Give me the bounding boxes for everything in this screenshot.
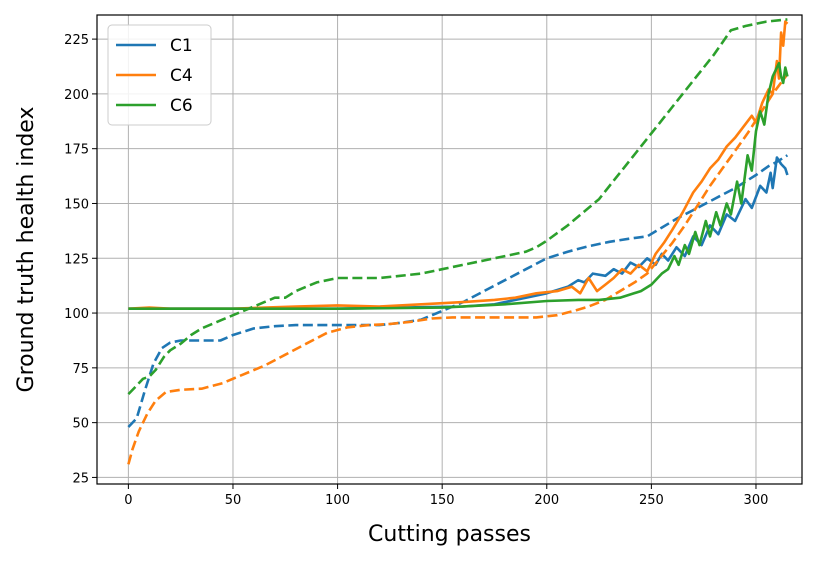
series-line-c1: [128, 156, 789, 310]
plot-series: [127, 18, 789, 465]
legend-box: [107, 24, 212, 126]
axis-ticks: 0 50 100 150 200 250 300 25 50 75 100 125 150 175 200 2…: [64, 33, 768, 508]
x-tick-label: 200: [534, 493, 559, 508]
y-tick-label: 150: [64, 197, 89, 212]
series-line-c4-reference: [127, 73, 789, 465]
x-tick-label: 0: [124, 493, 132, 508]
y-tick-label: 200: [64, 88, 89, 103]
y-tick-label: 25: [72, 471, 89, 486]
x-tick-label: 250: [639, 493, 664, 508]
x-tick-label: 300: [744, 493, 769, 508]
legend-label: C6: [170, 96, 193, 116]
series-line-c1-reference: [127, 154, 789, 428]
x-axis-label: Cutting passes: [368, 522, 531, 547]
legend: C1 C4 C6: [107, 24, 212, 126]
x-tick-label: 50: [225, 493, 242, 508]
series-line-c6-reference: [127, 18, 788, 396]
x-tick-label: 150: [430, 493, 455, 508]
series-line-c4: [128, 20, 789, 310]
x-tick-label: 100: [325, 493, 350, 508]
series-line-c6: [128, 61, 789, 310]
y-tick-label: 50: [72, 417, 89, 432]
y-tick-label: 225: [64, 33, 89, 48]
legend-label: C4: [170, 66, 193, 86]
y-tick-label: 175: [64, 143, 89, 158]
legend-label: C1: [170, 36, 193, 56]
grid-lines: [97, 15, 802, 484]
y-tick-label: 100: [64, 307, 89, 322]
y-tick-label: 125: [64, 252, 89, 267]
plot-frame: [96, 14, 803, 485]
y-axis-label: Ground truth health index: [14, 107, 39, 393]
y-tick-label: 75: [72, 362, 89, 377]
